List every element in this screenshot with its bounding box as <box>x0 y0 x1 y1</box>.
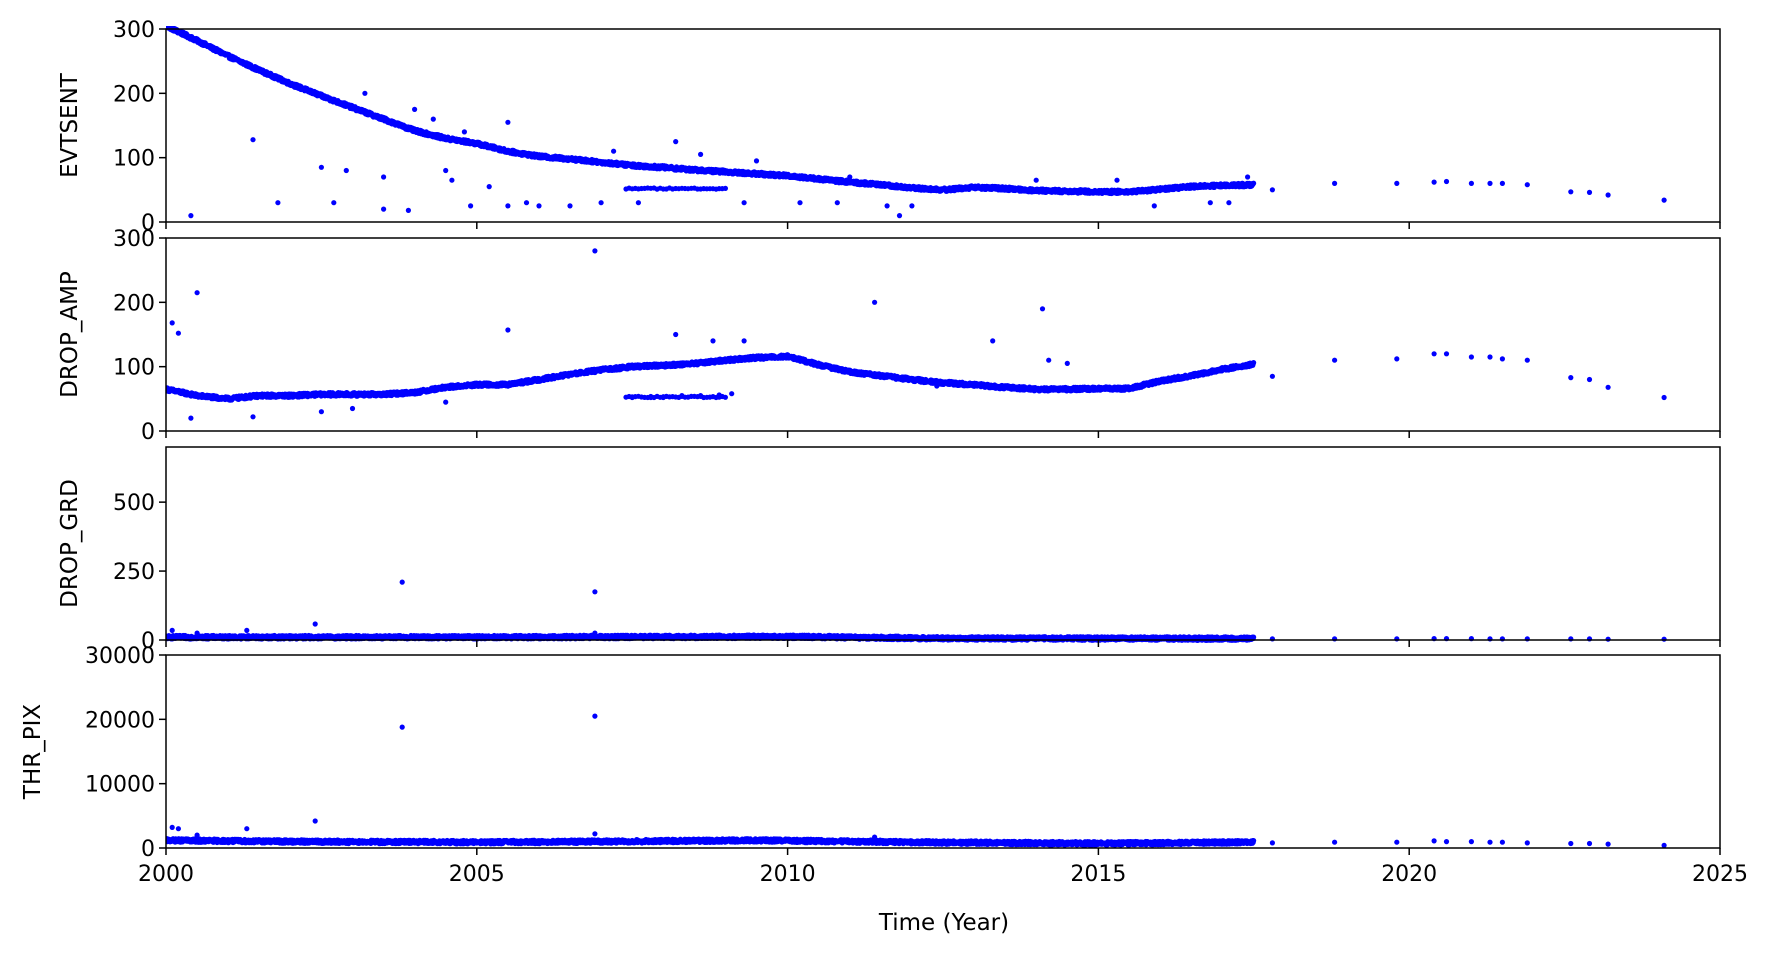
data-point <box>1394 180 1400 186</box>
data-point <box>331 200 337 206</box>
data-point <box>505 203 511 209</box>
data-point <box>567 203 573 209</box>
data-point <box>1207 200 1213 206</box>
y-tick-label: 100 <box>113 147 155 172</box>
cluster-point <box>722 185 729 191</box>
data-point <box>188 213 194 219</box>
data-point <box>250 137 256 143</box>
data-point <box>430 116 436 122</box>
data-point <box>1586 189 1593 195</box>
y-tick-label: 0 <box>141 211 155 236</box>
data-point <box>698 151 704 157</box>
panels-layer: 0100200300EVTSENT0100200300DROP_AMP02505… <box>20 18 1748 887</box>
data-point <box>318 164 324 170</box>
data-point <box>536 203 542 209</box>
data-point <box>486 184 492 190</box>
data-point <box>468 203 474 209</box>
data-point <box>1499 180 1505 186</box>
data-point <box>1431 179 1437 185</box>
data-point <box>1226 200 1232 206</box>
data-point <box>1033 177 1039 183</box>
data-point <box>1524 182 1530 188</box>
data-point <box>1443 178 1450 185</box>
data-point <box>909 203 915 209</box>
data-point <box>1269 187 1275 193</box>
trend-point <box>1251 180 1257 186</box>
data-points <box>166 248 1667 421</box>
data-point <box>611 148 617 154</box>
data-point <box>505 119 511 125</box>
data-point <box>1605 192 1611 198</box>
panel-evtsent: 0 100 200 300 EVTSENT <box>57 18 1721 236</box>
data-point <box>834 200 840 206</box>
data-point <box>1151 203 1157 209</box>
data-point <box>741 200 747 206</box>
data-point <box>362 90 368 96</box>
y-tick-label: 200 <box>113 82 155 107</box>
data-point <box>523 200 530 206</box>
data-point <box>884 203 890 209</box>
data-point <box>673 139 679 145</box>
plot-frame <box>165 28 1721 223</box>
data-point <box>1332 180 1338 186</box>
data-point <box>1468 180 1474 186</box>
data-point <box>753 158 760 164</box>
data-point <box>1661 197 1667 203</box>
data-point <box>381 206 387 212</box>
data-point <box>405 207 411 213</box>
data-point <box>1245 174 1251 180</box>
data-point <box>449 177 455 183</box>
data-point <box>461 129 467 135</box>
data-point <box>275 200 281 206</box>
data-point <box>443 167 449 174</box>
data-point <box>847 174 853 180</box>
data-point <box>343 167 349 174</box>
data-point <box>381 174 387 180</box>
data-point <box>1568 189 1574 195</box>
data-point <box>412 106 418 112</box>
data-point <box>1114 177 1120 183</box>
data-points <box>166 26 1667 219</box>
data-point <box>598 200 604 206</box>
y-tick-label: 300 <box>113 18 155 43</box>
data-point <box>896 213 903 219</box>
data-point <box>797 200 803 206</box>
y-axis-title: EVTSENT <box>57 72 83 178</box>
data-point <box>635 200 642 206</box>
data-point <box>1487 180 1493 186</box>
